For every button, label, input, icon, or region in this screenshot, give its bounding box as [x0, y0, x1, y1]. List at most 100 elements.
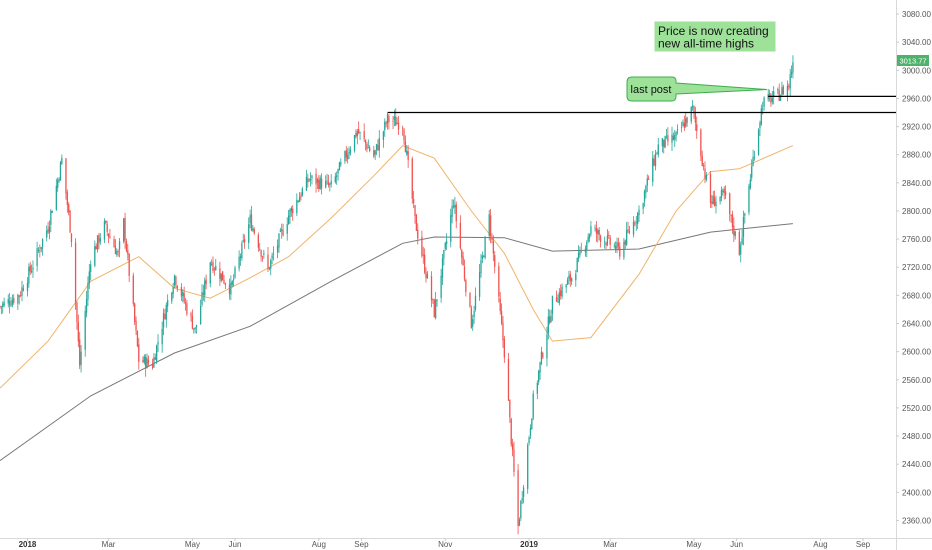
candle-body: [153, 357, 155, 368]
candle-body: [566, 279, 569, 285]
candle-body: [488, 214, 490, 237]
candle-body: [272, 253, 275, 255]
candle-body: [243, 239, 246, 242]
candle-body: [327, 181, 330, 186]
candle-body: [186, 303, 188, 315]
candle-body: [632, 221, 635, 235]
candle-body: [74, 242, 77, 303]
candle-body: [202, 292, 205, 295]
candle-body: [434, 299, 437, 319]
candle-body: [388, 116, 390, 123]
candle-body: [118, 241, 121, 250]
candle-body: [50, 210, 52, 225]
candle-body: [349, 149, 352, 154]
candle-body: [617, 242, 620, 247]
candle-body: [326, 180, 328, 182]
candle-body: [549, 316, 551, 324]
y-tick-label: 2720.00: [902, 263, 931, 272]
candle-body: [329, 183, 331, 185]
candle-body: [663, 139, 665, 147]
levels-layer: [387, 95, 896, 114]
candle-body: [654, 153, 657, 167]
candle-body: [358, 129, 360, 134]
candle-body: [744, 213, 746, 216]
candle-body: [232, 279, 235, 281]
candle-body: [401, 127, 404, 129]
candle-body: [87, 282, 89, 300]
candle-body: [421, 236, 423, 256]
candle-body: [454, 204, 456, 208]
candle-body: [470, 308, 473, 329]
candle-body: [263, 253, 265, 255]
candle-body: [19, 295, 22, 296]
candle-body: [664, 136, 666, 148]
candle-body: [608, 235, 610, 236]
candle-body: [513, 449, 515, 473]
candle-body: [316, 179, 319, 183]
candle-body: [252, 228, 254, 231]
candle-body: [143, 356, 145, 363]
candle-body: [103, 221, 106, 240]
candle-body: [777, 89, 779, 91]
candle-body: [238, 257, 240, 269]
candle-body: [395, 116, 397, 126]
candle-body: [305, 176, 308, 191]
candle-body: [22, 288, 25, 291]
candle-body: [597, 229, 599, 235]
candle-body: [308, 179, 310, 181]
candle-body: [484, 236, 486, 258]
candle-body: [109, 236, 111, 238]
candle-body: [296, 199, 298, 214]
candle-body: [364, 139, 367, 144]
candle-body: [671, 134, 673, 143]
candle-body: [511, 443, 514, 450]
candle-body: [426, 274, 429, 279]
annotation-last-post[interactable]: last post: [626, 76, 768, 102]
candle-body: [311, 175, 313, 179]
candle-body: [164, 314, 166, 320]
candle-body: [114, 246, 117, 255]
candle-body: [782, 86, 784, 95]
candle-body: [531, 418, 533, 430]
candle-body: [10, 305, 12, 306]
candle-body: [199, 305, 202, 325]
candle-body: [680, 127, 683, 129]
annotation-ath[interactable]: Price is now creating new all-time highs: [654, 21, 776, 52]
candle-body: [116, 251, 118, 255]
candle-body: [423, 254, 426, 273]
candle-body: [194, 327, 196, 330]
candle-body: [337, 168, 339, 174]
candle-body: [85, 299, 88, 313]
candle-body: [276, 245, 279, 253]
candle-body: [719, 196, 721, 202]
candle-body: [106, 224, 108, 232]
candles-layer: [0, 55, 794, 535]
candle-body: [763, 97, 765, 107]
candle-body: [520, 500, 522, 519]
candle-body: [674, 135, 676, 140]
candle-body: [594, 227, 596, 229]
candle-body: [481, 255, 484, 259]
candle-body: [547, 316, 549, 334]
candle-body: [134, 303, 136, 322]
candle-body: [242, 240, 244, 242]
candle-body: [99, 238, 101, 242]
candle-body: [499, 298, 501, 312]
last-price-label: 3013.77: [899, 57, 926, 66]
candle-body: [590, 226, 592, 235]
candle-body: [320, 178, 323, 189]
candle-body: [701, 155, 703, 166]
candle-body: [606, 235, 609, 245]
candle-body: [90, 264, 92, 272]
candle-body: [730, 214, 732, 216]
x-tick-label: Nov: [438, 540, 452, 549]
candle-body: [792, 62, 794, 73]
candle-body: [57, 179, 59, 188]
candle-body: [623, 242, 625, 258]
candle-body: [773, 91, 775, 97]
y-tick-label: 2800.00: [902, 207, 931, 216]
candle-body: [220, 273, 222, 281]
candle-body: [287, 215, 290, 225]
candle-body: [378, 138, 380, 151]
candle-body: [105, 220, 107, 224]
